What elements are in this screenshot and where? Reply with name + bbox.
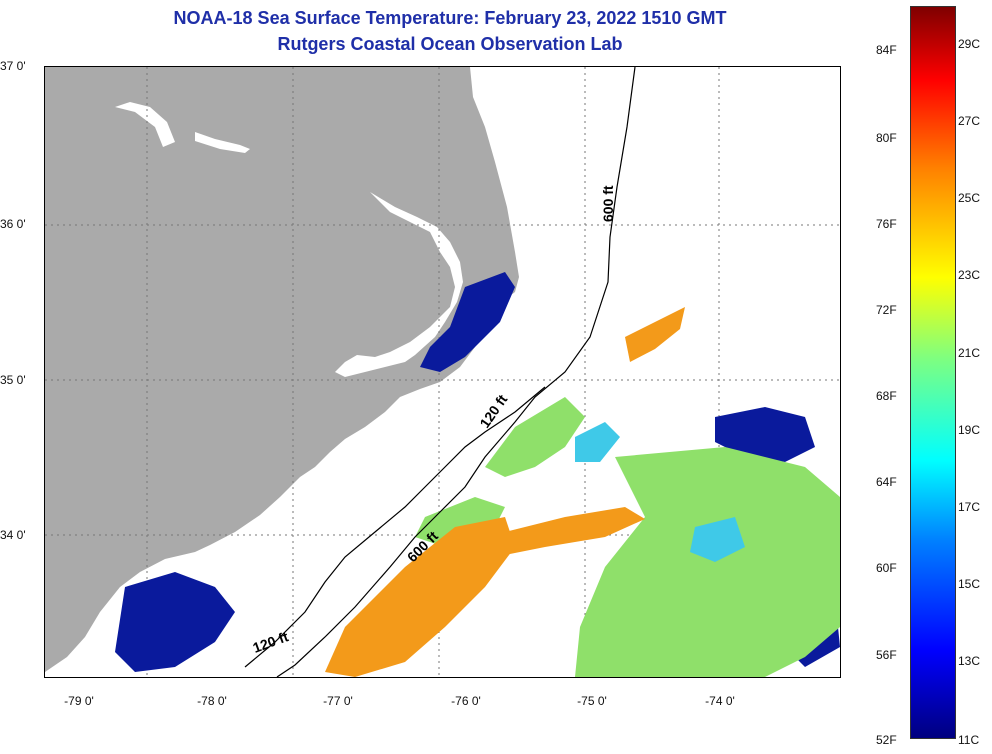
map-title: NOAA-18 Sea Surface Temperature: Februar…: [173, 8, 727, 28]
cb-f-72: 72F: [876, 303, 897, 317]
cb-f-68: 68F: [876, 389, 897, 403]
sst-map-svg: 600 ft 120 ft 600 ft 120 ft: [45, 67, 840, 677]
cb-c-29: 29C: [958, 37, 981, 51]
cb-f-52: 52F: [876, 733, 897, 747]
contour-120ft: [244, 386, 546, 668]
cb-f-80: 80F: [876, 131, 897, 145]
lon-label-77: -77 0': [323, 694, 353, 708]
cb-c-21: 21C: [958, 346, 981, 360]
map-subtitle: Rutgers Coastal Ocean Observation Lab: [277, 34, 623, 54]
temperature-colorbar: [910, 6, 956, 739]
sst-map: 600 ft 120 ft 600 ft 120 ft: [44, 66, 841, 678]
cb-f-60: 60F: [876, 561, 897, 575]
lon-label-75: -75 0': [577, 694, 607, 708]
cb-c-13: 13C: [958, 654, 981, 668]
contour-label-120-north: 120 ft: [476, 391, 510, 430]
cb-c-11: 11C: [958, 733, 980, 747]
cb-c-23: 23C: [958, 268, 981, 282]
lon-label-79: -79 0': [64, 694, 94, 708]
cb-c-19: 19C: [958, 423, 981, 437]
cb-f-56: 56F: [876, 648, 897, 662]
inland-river: [115, 102, 175, 147]
contour-label-120-south: 120 ft: [251, 628, 291, 656]
lat-label-35: 35 0': [0, 373, 26, 387]
land-mass: [45, 67, 519, 672]
cb-c-25: 25C: [958, 191, 981, 205]
cb-f-64: 64F: [876, 475, 897, 489]
lat-label-37: 37 0': [0, 59, 26, 73]
contour-label-600-north: 600 ft: [600, 185, 616, 222]
cb-c-15: 15C: [958, 577, 981, 591]
contour-600ft-north: [276, 67, 636, 677]
lat-label-34: 34 0': [0, 528, 26, 542]
cb-f-84: 84F: [876, 43, 897, 57]
lon-label-76: -76 0': [451, 694, 481, 708]
cb-c-17: 17C: [958, 500, 981, 514]
lon-label-74: -74 0': [705, 694, 735, 708]
cb-f-76: 76F: [876, 217, 897, 231]
inland-river-2: [195, 132, 250, 153]
inland-sound: [335, 192, 463, 377]
lat-label-36: 36 0': [0, 217, 26, 231]
sst-warm-patches: [325, 307, 685, 677]
sst-cyan-patches: [575, 422, 745, 562]
cb-c-27: 27C: [958, 114, 981, 128]
lon-label-78: -78 0': [197, 694, 227, 708]
